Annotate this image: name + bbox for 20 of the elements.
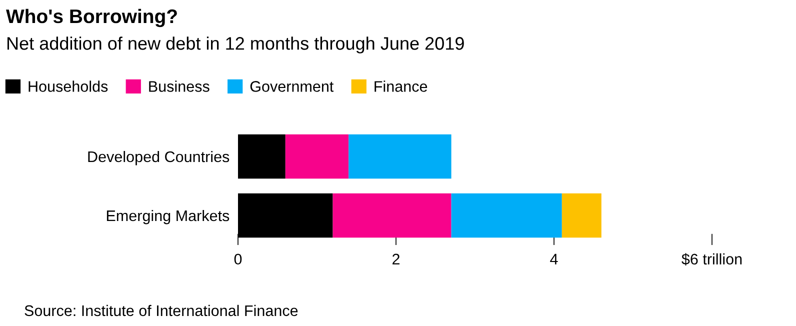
legend-label: Business <box>149 80 210 92</box>
x-tick-label: 2 <box>392 254 400 264</box>
bar <box>238 134 286 179</box>
y-tick-label: Emerging Markets <box>106 210 230 224</box>
source-note: Source: Institute of International Finance <box>24 304 298 316</box>
bar <box>562 193 602 238</box>
y-tick-label: Developed Countries <box>88 150 230 166</box>
bar <box>451 193 562 238</box>
x-tick-label: 0 <box>234 254 242 265</box>
bar <box>285 134 349 179</box>
chart-subtitle: Net addition of new debt in 12 months through June 2019 <box>7 36 464 54</box>
bar <box>348 134 452 179</box>
bar <box>332 193 452 238</box>
chart-title: Who's Borrowing? <box>6 8 177 28</box>
legend-label: Government <box>250 81 334 92</box>
bar <box>238 193 333 238</box>
legend-label: Finance <box>374 80 428 92</box>
x-tick-label: $6 trillion <box>682 253 742 266</box>
x-tick-label: 4 <box>550 254 558 264</box>
legend-label: Households <box>28 80 108 92</box>
